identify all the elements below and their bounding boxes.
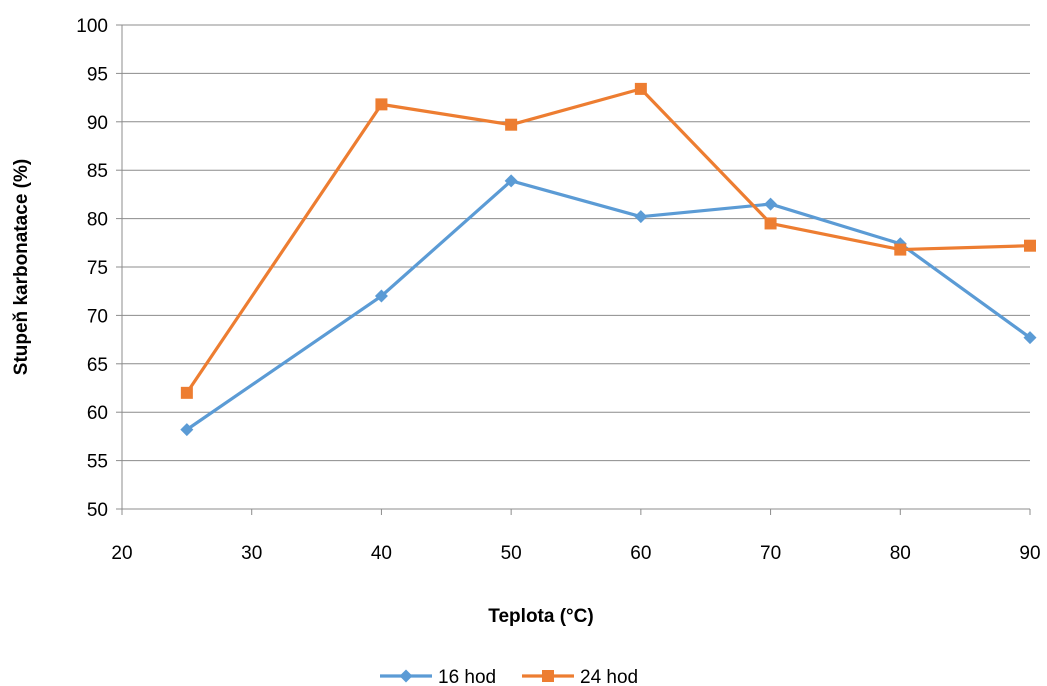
- axes: [116, 24, 1031, 515]
- data-point: [894, 243, 907, 256]
- gridlines: [122, 24, 1030, 462]
- x-tick-label: 20: [111, 543, 132, 564]
- y-tick-label: 50: [87, 500, 108, 521]
- y-tick-label: 90: [87, 113, 108, 134]
- data-point: [764, 197, 778, 211]
- x-tick-label: 40: [371, 543, 392, 564]
- legend-item: 24 hod: [522, 667, 638, 686]
- x-tick-label: 90: [1019, 543, 1040, 564]
- y-tick-label: 100: [76, 16, 108, 37]
- y-tick-label: 85: [87, 161, 108, 182]
- data-point: [634, 210, 648, 224]
- data-point: [764, 217, 777, 230]
- data-point: [180, 423, 194, 437]
- x-tick-label: 30: [241, 543, 262, 564]
- legend-label: 16 hod: [438, 667, 496, 686]
- y-tick-labels: 50 55 60 65 70 75 80 85 90 95 100: [76, 16, 108, 521]
- y-tick-label: 55: [87, 452, 108, 473]
- data-point: [504, 174, 518, 188]
- data-point: [505, 118, 518, 131]
- y-tick-label: 65: [87, 355, 108, 376]
- legend: 16 hod 24 hod: [380, 667, 638, 686]
- data-point: [1023, 331, 1037, 345]
- legend-item: 16 hod: [380, 667, 496, 686]
- data-point: [1024, 239, 1036, 252]
- y-tick-label: 80: [87, 210, 108, 231]
- data-point: [374, 289, 388, 303]
- y-tick-label: 70: [87, 306, 108, 327]
- y-tick-label: 95: [87, 64, 108, 85]
- data-point: [180, 386, 193, 399]
- x-axis-title: Teplota (°C): [488, 606, 593, 627]
- y-tick-label: 75: [87, 258, 108, 279]
- series-2: [180, 82, 1036, 399]
- x-tick-label: 60: [630, 543, 651, 564]
- x-tick-label: 80: [890, 543, 911, 564]
- legend-marker: [542, 670, 554, 682]
- legend-marker: [399, 669, 413, 683]
- x-tick-label: 50: [501, 543, 522, 564]
- data-point: [375, 98, 388, 111]
- x-tick-labels: 20 30 40 50 60 70 80 90: [111, 543, 1040, 564]
- data-point: [634, 82, 647, 95]
- y-axis-title: Stupeň karbonatace (%): [11, 159, 32, 375]
- series-layer: [180, 82, 1037, 437]
- legend-label: 24 hod: [580, 667, 638, 686]
- y-tick-label: 60: [87, 403, 108, 424]
- x-tick-label: 70: [760, 543, 781, 564]
